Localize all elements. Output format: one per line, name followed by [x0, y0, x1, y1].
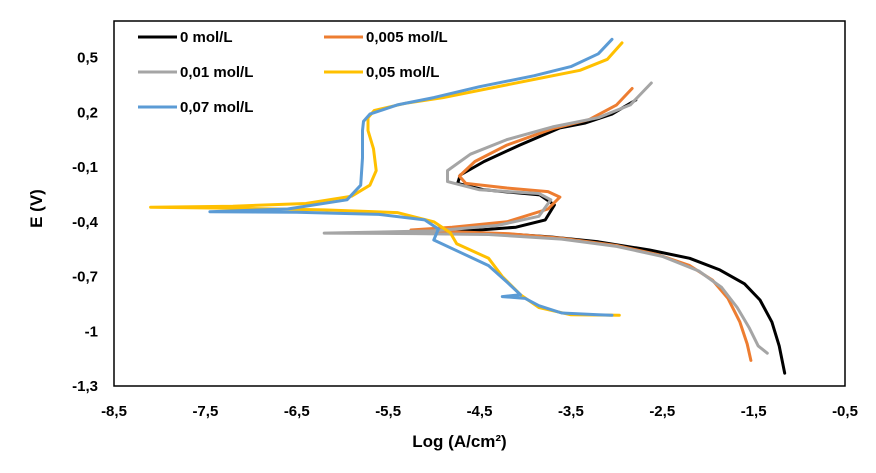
legend-item: 0,05 mol/L: [324, 64, 439, 81]
x-tick-label: -4,5: [467, 403, 493, 420]
y-axis-title: E (V): [27, 189, 46, 228]
series-line-5: [208, 37, 614, 317]
series-line-1: [418, 98, 787, 375]
x-tick-label: -0,5: [832, 403, 858, 420]
legend-label: 0,07 mol/L: [180, 99, 253, 116]
legend-item: 0,01 mol/L: [138, 64, 253, 81]
x-tick-label: -8,5: [101, 403, 127, 420]
x-tick-label: -6,5: [284, 403, 310, 420]
y-tick-label: 0,5: [77, 50, 98, 67]
legend-item: 0,005 mol/L: [324, 29, 448, 46]
y-tick-label: 0,2: [77, 104, 98, 121]
legend-item: 0 mol/L: [138, 29, 233, 46]
x-axis-title: Log (A/cm²): [412, 432, 506, 451]
y-tick-label: -0,4: [72, 214, 99, 231]
series-line-4: [149, 41, 624, 317]
x-tick-label: -2,5: [649, 403, 675, 420]
y-axis-ticks: 0,5 0,2 -0,1 -0,4 -0,7 -1 -1,3: [72, 50, 99, 396]
y-tick-label: -0,7: [72, 269, 98, 286]
y-tick-label: -0,1: [72, 159, 98, 176]
series-line-3: [322, 81, 769, 355]
legend-label: 0,05 mol/L: [366, 64, 439, 81]
y-tick-label: -1,3: [72, 378, 98, 395]
x-tick-label: -3,5: [558, 403, 584, 420]
y-tick-label: -1: [85, 323, 98, 340]
legend-label: 0,005 mol/L: [366, 29, 448, 46]
series-line-2: [409, 87, 753, 362]
legend-label: 0 mol/L: [180, 29, 233, 46]
x-tick-label: -5,5: [375, 403, 401, 420]
plot-frame: [113, 20, 846, 387]
x-tick-label: -1,5: [741, 403, 767, 420]
legend: 0 mol/L 0,005 mol/L 0,01 mol/L 0,05 mol/L 0,…: [138, 29, 448, 116]
x-tick-label: -7,5: [192, 403, 218, 420]
x-axis-ticks: -8,5 -7,5 -6,5 -5,5 -4,5 -3,5 -2,5 -1,5 -0,5: [101, 403, 858, 420]
legend-label: 0,01 mol/L: [180, 64, 253, 81]
legend-item: 0,07 mol/L: [138, 99, 253, 116]
series-layer: [149, 37, 787, 375]
